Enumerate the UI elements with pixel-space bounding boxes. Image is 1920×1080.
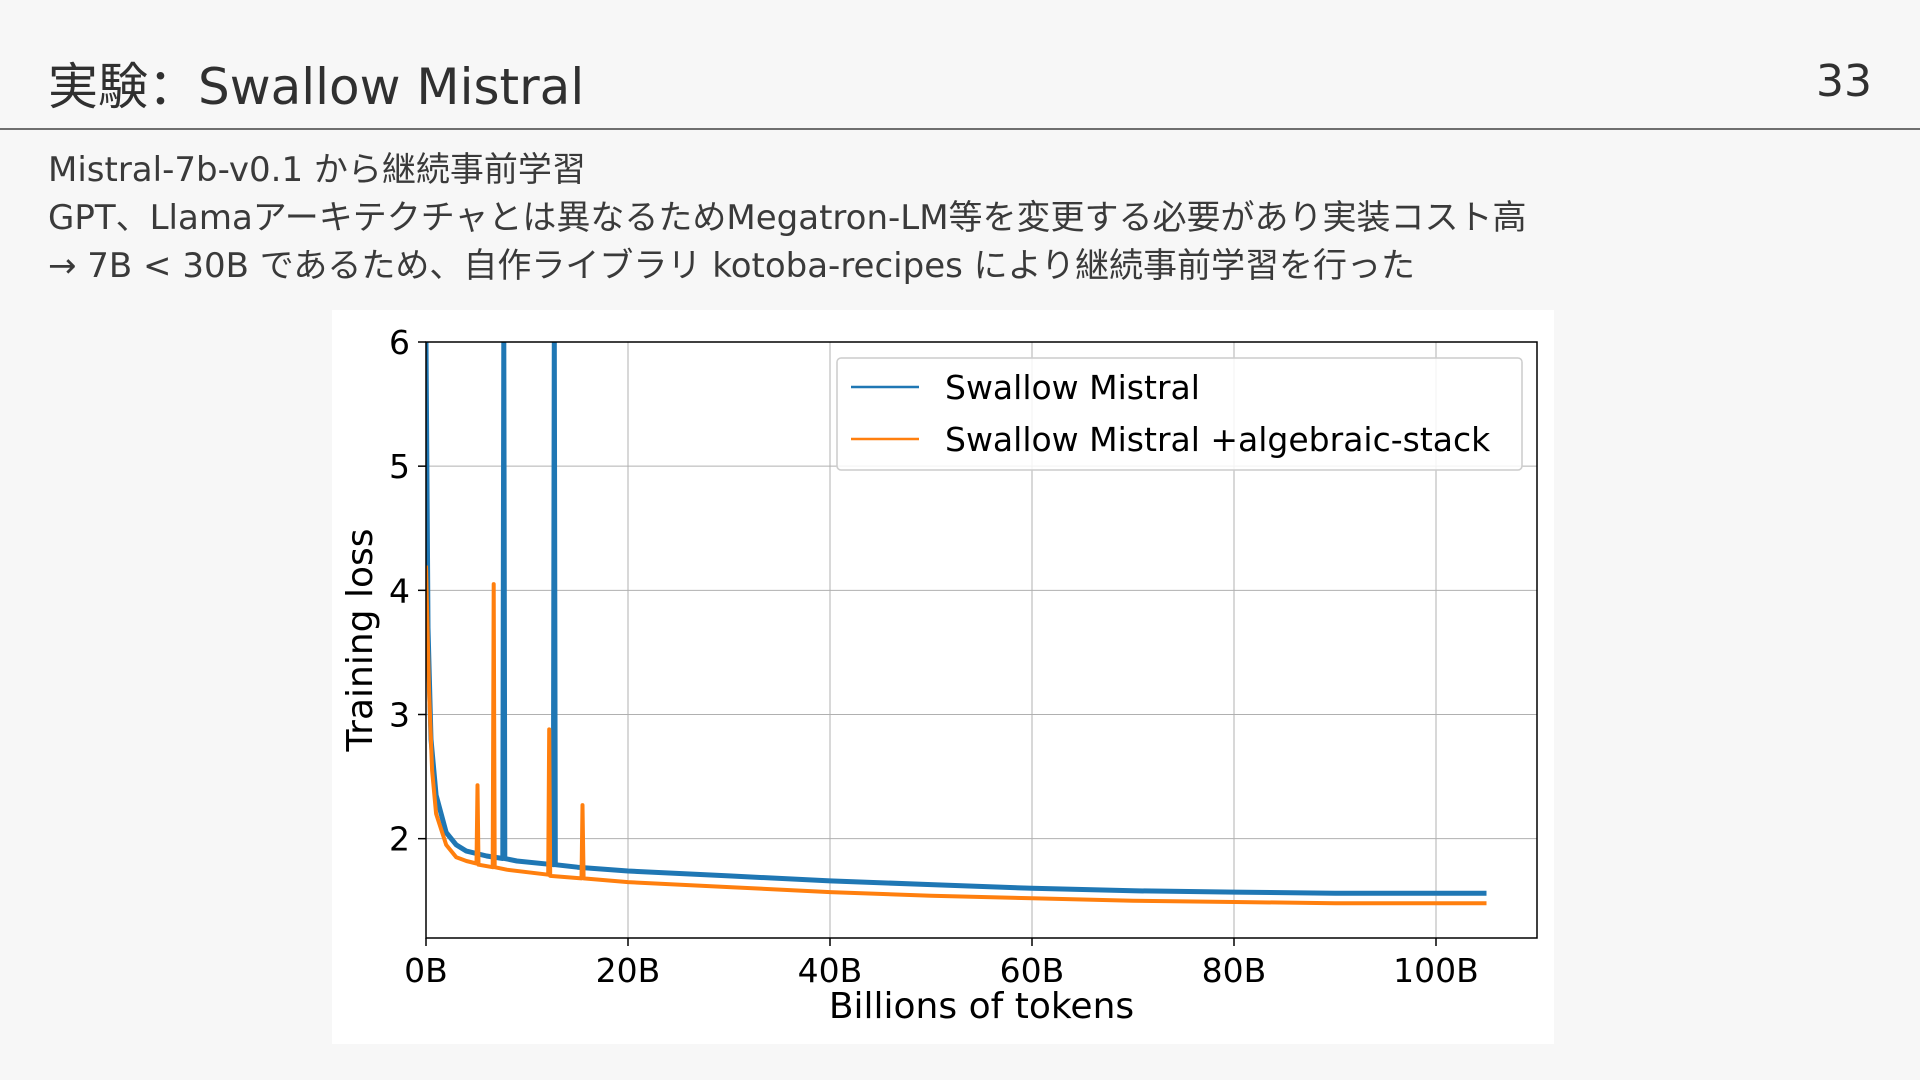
- x-tick-label: 20B: [596, 951, 661, 990]
- training-loss-chart: 0B 20B 40B 60B 80B 100B 2 3 4 5 6 Billions of toke…: [340, 323, 1538, 1027]
- y-tick-label: 3: [389, 696, 410, 735]
- x-tick-label: 0B: [404, 951, 448, 990]
- slide-title: 実験：Swallow Mistral: [48, 58, 585, 116]
- title-divider: [0, 128, 1920, 130]
- bullet-line-3: → 7B < 30B であるため、自作ライブラリ kotoba-recipes …: [48, 246, 1415, 286]
- legend-box: [836, 357, 1523, 471]
- x-tick-label: 80B: [1202, 951, 1267, 990]
- y-tick-label: 6: [389, 323, 410, 362]
- plot-frame: [425, 341, 1538, 939]
- slide-body: Mistral-7b-v0.1 から継続事前学習 GPT、Llamaアーキテクチ…: [48, 146, 1527, 290]
- chart-ticks: 0B 20B 40B 60B 80B 100B 2 3 4 5 6: [389, 323, 1479, 990]
- y-tick-label: 2: [389, 820, 410, 859]
- y-axis-label: Training loss: [340, 528, 381, 752]
- x-tick-label: 60B: [1000, 951, 1065, 990]
- x-tick-label: 40B: [798, 951, 863, 990]
- legend-label-swallow-mistral: Swallow Mistral: [945, 368, 1200, 407]
- page-number: 33: [1816, 56, 1872, 107]
- legend-label-algebraic-stack: Swallow Mistral +algebraic-stack: [945, 420, 1491, 459]
- chart-legend: Swallow Mistral Swallow Mistral +algebra…: [836, 357, 1523, 471]
- chart-panel: 0B 20B 40B 60B 80B 100B 2 3 4 5 6 Billions of toke…: [332, 310, 1554, 1044]
- x-axis-label: Billions of tokens: [829, 986, 1134, 1027]
- y-tick-label: 4: [389, 571, 410, 610]
- bullet-line-2: GPT、Llamaアーキテクチャとは異なるためMegatron-LM等を変更する…: [48, 198, 1527, 238]
- chart-series: [426, 342, 1487, 906]
- bullet-line-1: Mistral-7b-v0.1 から継続事前学習: [48, 150, 586, 190]
- y-tick-label: 5: [389, 447, 410, 486]
- x-tick-label: 100B: [1393, 951, 1479, 990]
- series-line-1: [426, 342, 1487, 896]
- series-line-2: [426, 565, 1487, 906]
